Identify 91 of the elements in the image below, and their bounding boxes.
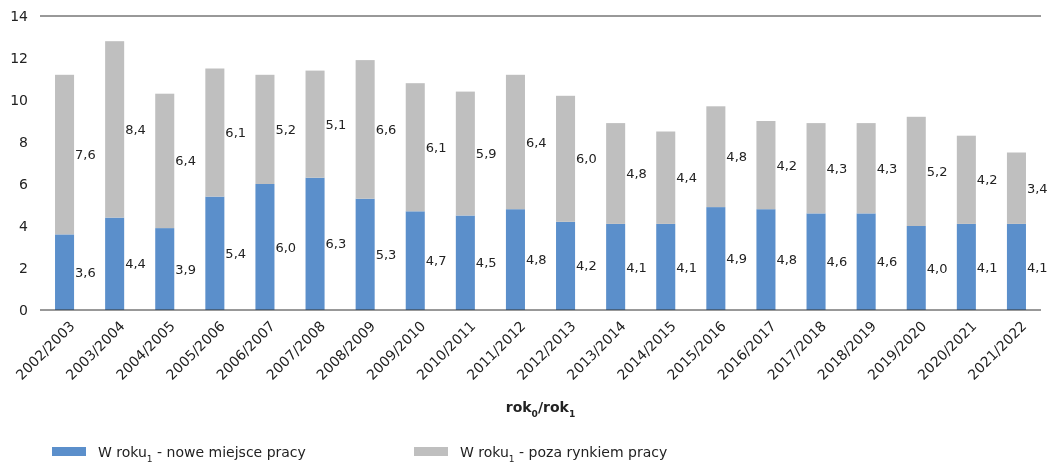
bar (505, 209, 525, 310)
bar (305, 70, 325, 178)
y-tick-label: 14 (10, 7, 29, 24)
data-label: 5,2 (926, 163, 948, 179)
bar (606, 123, 626, 224)
data-label: 4,6 (826, 254, 848, 270)
data-label: 4,8 (525, 252, 547, 268)
data-label: 4,3 (826, 160, 848, 176)
bar (806, 213, 826, 310)
data-label: 4,2 (976, 172, 998, 188)
bar (405, 211, 425, 310)
bar (556, 95, 576, 222)
bar (756, 121, 776, 210)
data-label: 3,9 (175, 261, 196, 277)
data-label: 4,1 (676, 259, 697, 275)
y-tick-label: 12 (10, 49, 28, 66)
bar (1006, 152, 1026, 224)
bar (906, 116, 926, 226)
data-label: 4,4 (125, 256, 146, 272)
bar (55, 74, 75, 235)
data-label: 4,3 (876, 160, 898, 176)
data-label: 4,1 (1026, 259, 1048, 275)
bar (55, 234, 75, 310)
data-label: 4,8 (626, 166, 647, 182)
x-axis-title: rok$_{0}$/rok$_{1}$ (505, 399, 576, 419)
bar (105, 41, 125, 218)
data-label: 4,4 (676, 170, 697, 186)
bar (455, 215, 475, 310)
data-label: 7,6 (75, 147, 96, 163)
bar (105, 217, 125, 310)
bar (956, 135, 976, 224)
bar (906, 226, 926, 310)
data-label: 4,8 (726, 149, 748, 165)
data-label: 4,1 (976, 259, 998, 275)
data-label: 4,6 (876, 254, 898, 270)
bar (255, 184, 275, 310)
data-label: 4,1 (626, 259, 647, 275)
data-label: 6,1 (425, 139, 447, 155)
bar (155, 93, 175, 229)
bar (706, 106, 726, 208)
bar (155, 228, 175, 310)
bar (606, 223, 626, 310)
data-label: 4,7 (425, 253, 447, 269)
bar (756, 209, 776, 310)
bar (205, 68, 225, 197)
data-label: 5,9 (475, 146, 497, 162)
y-tick-label: 2 (19, 259, 28, 276)
data-label: 6,1 (225, 125, 247, 141)
data-label: 6,0 (576, 151, 597, 167)
y-tick-label: 4 (19, 217, 29, 234)
bar (355, 198, 375, 310)
data-label: 4,2 (776, 157, 798, 173)
bar (856, 213, 876, 310)
bar (556, 221, 576, 310)
bar (856, 123, 876, 214)
data-label: 4,0 (926, 260, 948, 276)
data-label: 4,9 (726, 251, 748, 267)
data-label: 3,4 (1026, 180, 1048, 196)
bar (706, 207, 726, 310)
bar (656, 223, 676, 310)
data-label: 4,8 (776, 252, 798, 268)
data-label: 6,3 (325, 236, 347, 252)
bar (956, 223, 976, 310)
y-tick-label: 6 (19, 175, 29, 192)
data-label: 4,2 (576, 258, 597, 274)
y-tick-label: 8 (19, 133, 28, 150)
data-label: 8,4 (125, 121, 146, 137)
data-label: 6,0 (275, 239, 297, 255)
data-label: 6,6 (375, 121, 397, 137)
legend-label: W roku$_{1}$ - nowe miejsce pracy (98, 443, 306, 464)
y-tick-label: 0 (19, 301, 28, 318)
bar (656, 131, 676, 224)
bar (455, 91, 475, 216)
bar (1006, 223, 1026, 310)
data-label: 6,4 (525, 134, 547, 150)
data-label: 5,2 (275, 121, 297, 137)
data-label: 4,5 (475, 255, 497, 271)
bar (505, 74, 525, 210)
data-label: 5,1 (325, 116, 347, 132)
bar (305, 177, 325, 310)
legend-label: W roku$_{1}$ - poza rynkiem pracy (460, 443, 668, 464)
data-label: 5,4 (225, 245, 247, 261)
bar (405, 83, 425, 212)
bar (806, 123, 826, 214)
bar (355, 60, 375, 199)
bar (205, 196, 225, 310)
data-label: 5,3 (375, 246, 397, 262)
data-label: 3,6 (75, 264, 96, 280)
data-label: 6,4 (175, 153, 196, 169)
y-tick-label: 10 (10, 91, 28, 108)
bar (255, 74, 275, 184)
